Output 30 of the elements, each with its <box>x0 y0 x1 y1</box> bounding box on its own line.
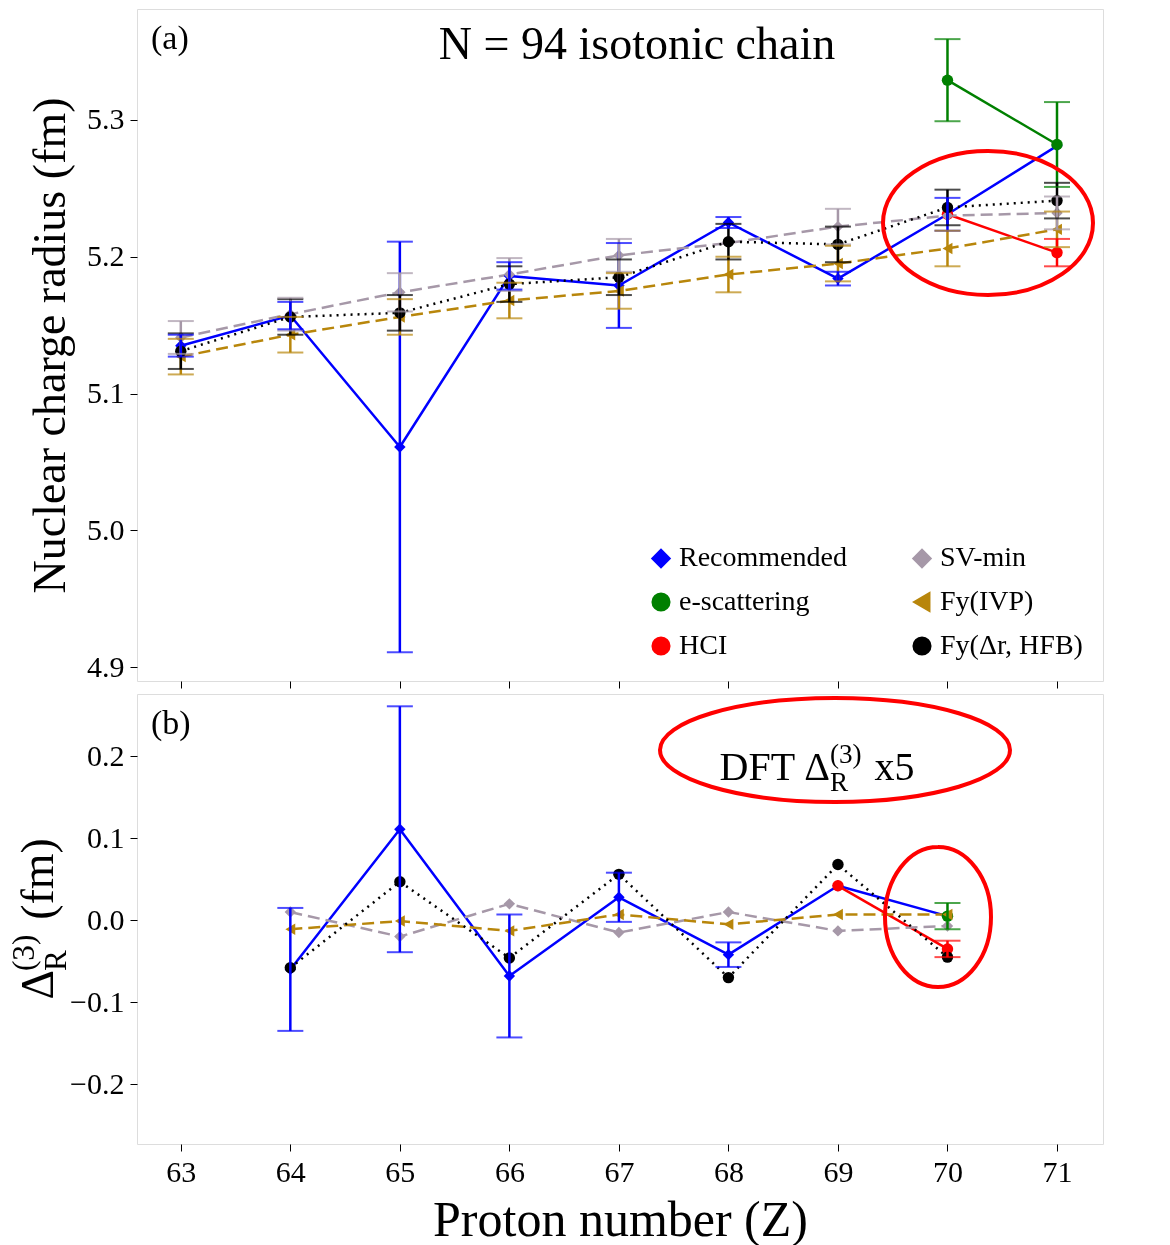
x-tick-label: 69 <box>823 1154 854 1188</box>
y-tick-label: 4.9 <box>87 649 125 683</box>
legend-label: SV-min <box>940 541 1027 573</box>
legend-label: Fy(Δr, HFB) <box>940 629 1083 660</box>
y-axis-title: ΔR(3) (fm) <box>5 838 73 1000</box>
x-tick-label: 70 <box>932 1154 963 1188</box>
legend-label: HCI <box>679 629 728 660</box>
legend-label: Fy(IVP) <box>940 585 1034 616</box>
annotation: (b) <box>151 704 191 742</box>
annotation: (a) <box>151 19 189 57</box>
y-tick-label: 0.0 <box>87 902 125 936</box>
y-tick-label: 0.1 <box>87 820 125 854</box>
legend-label: Recommended <box>679 541 847 573</box>
x-tick-label: 66 <box>494 1154 525 1188</box>
y-tick-label: 5.3 <box>87 102 125 136</box>
x-tick-label: 64 <box>275 1154 306 1188</box>
y-tick-label: −0.2 <box>70 1066 125 1100</box>
annotation: N = 94 isotonic chain <box>438 18 836 69</box>
x-tick-label: 63 <box>166 1154 197 1188</box>
x-tick-label: 71 <box>1042 1154 1073 1188</box>
x-tick-label: 65 <box>385 1154 416 1188</box>
y-tick-label: 5.1 <box>87 376 125 410</box>
y-tick-label: 5.2 <box>87 239 125 273</box>
y-tick-label: 0.2 <box>87 738 125 772</box>
x-tick-label: 68 <box>713 1154 744 1188</box>
y-tick-label: 5.0 <box>87 512 125 546</box>
y-axis-title: Nuclear charge radius (fm) <box>24 97 75 594</box>
y-tick-label: −0.1 <box>70 984 125 1018</box>
legend-label: e-scattering <box>679 585 810 616</box>
x-tick-label: 67 <box>604 1154 635 1188</box>
